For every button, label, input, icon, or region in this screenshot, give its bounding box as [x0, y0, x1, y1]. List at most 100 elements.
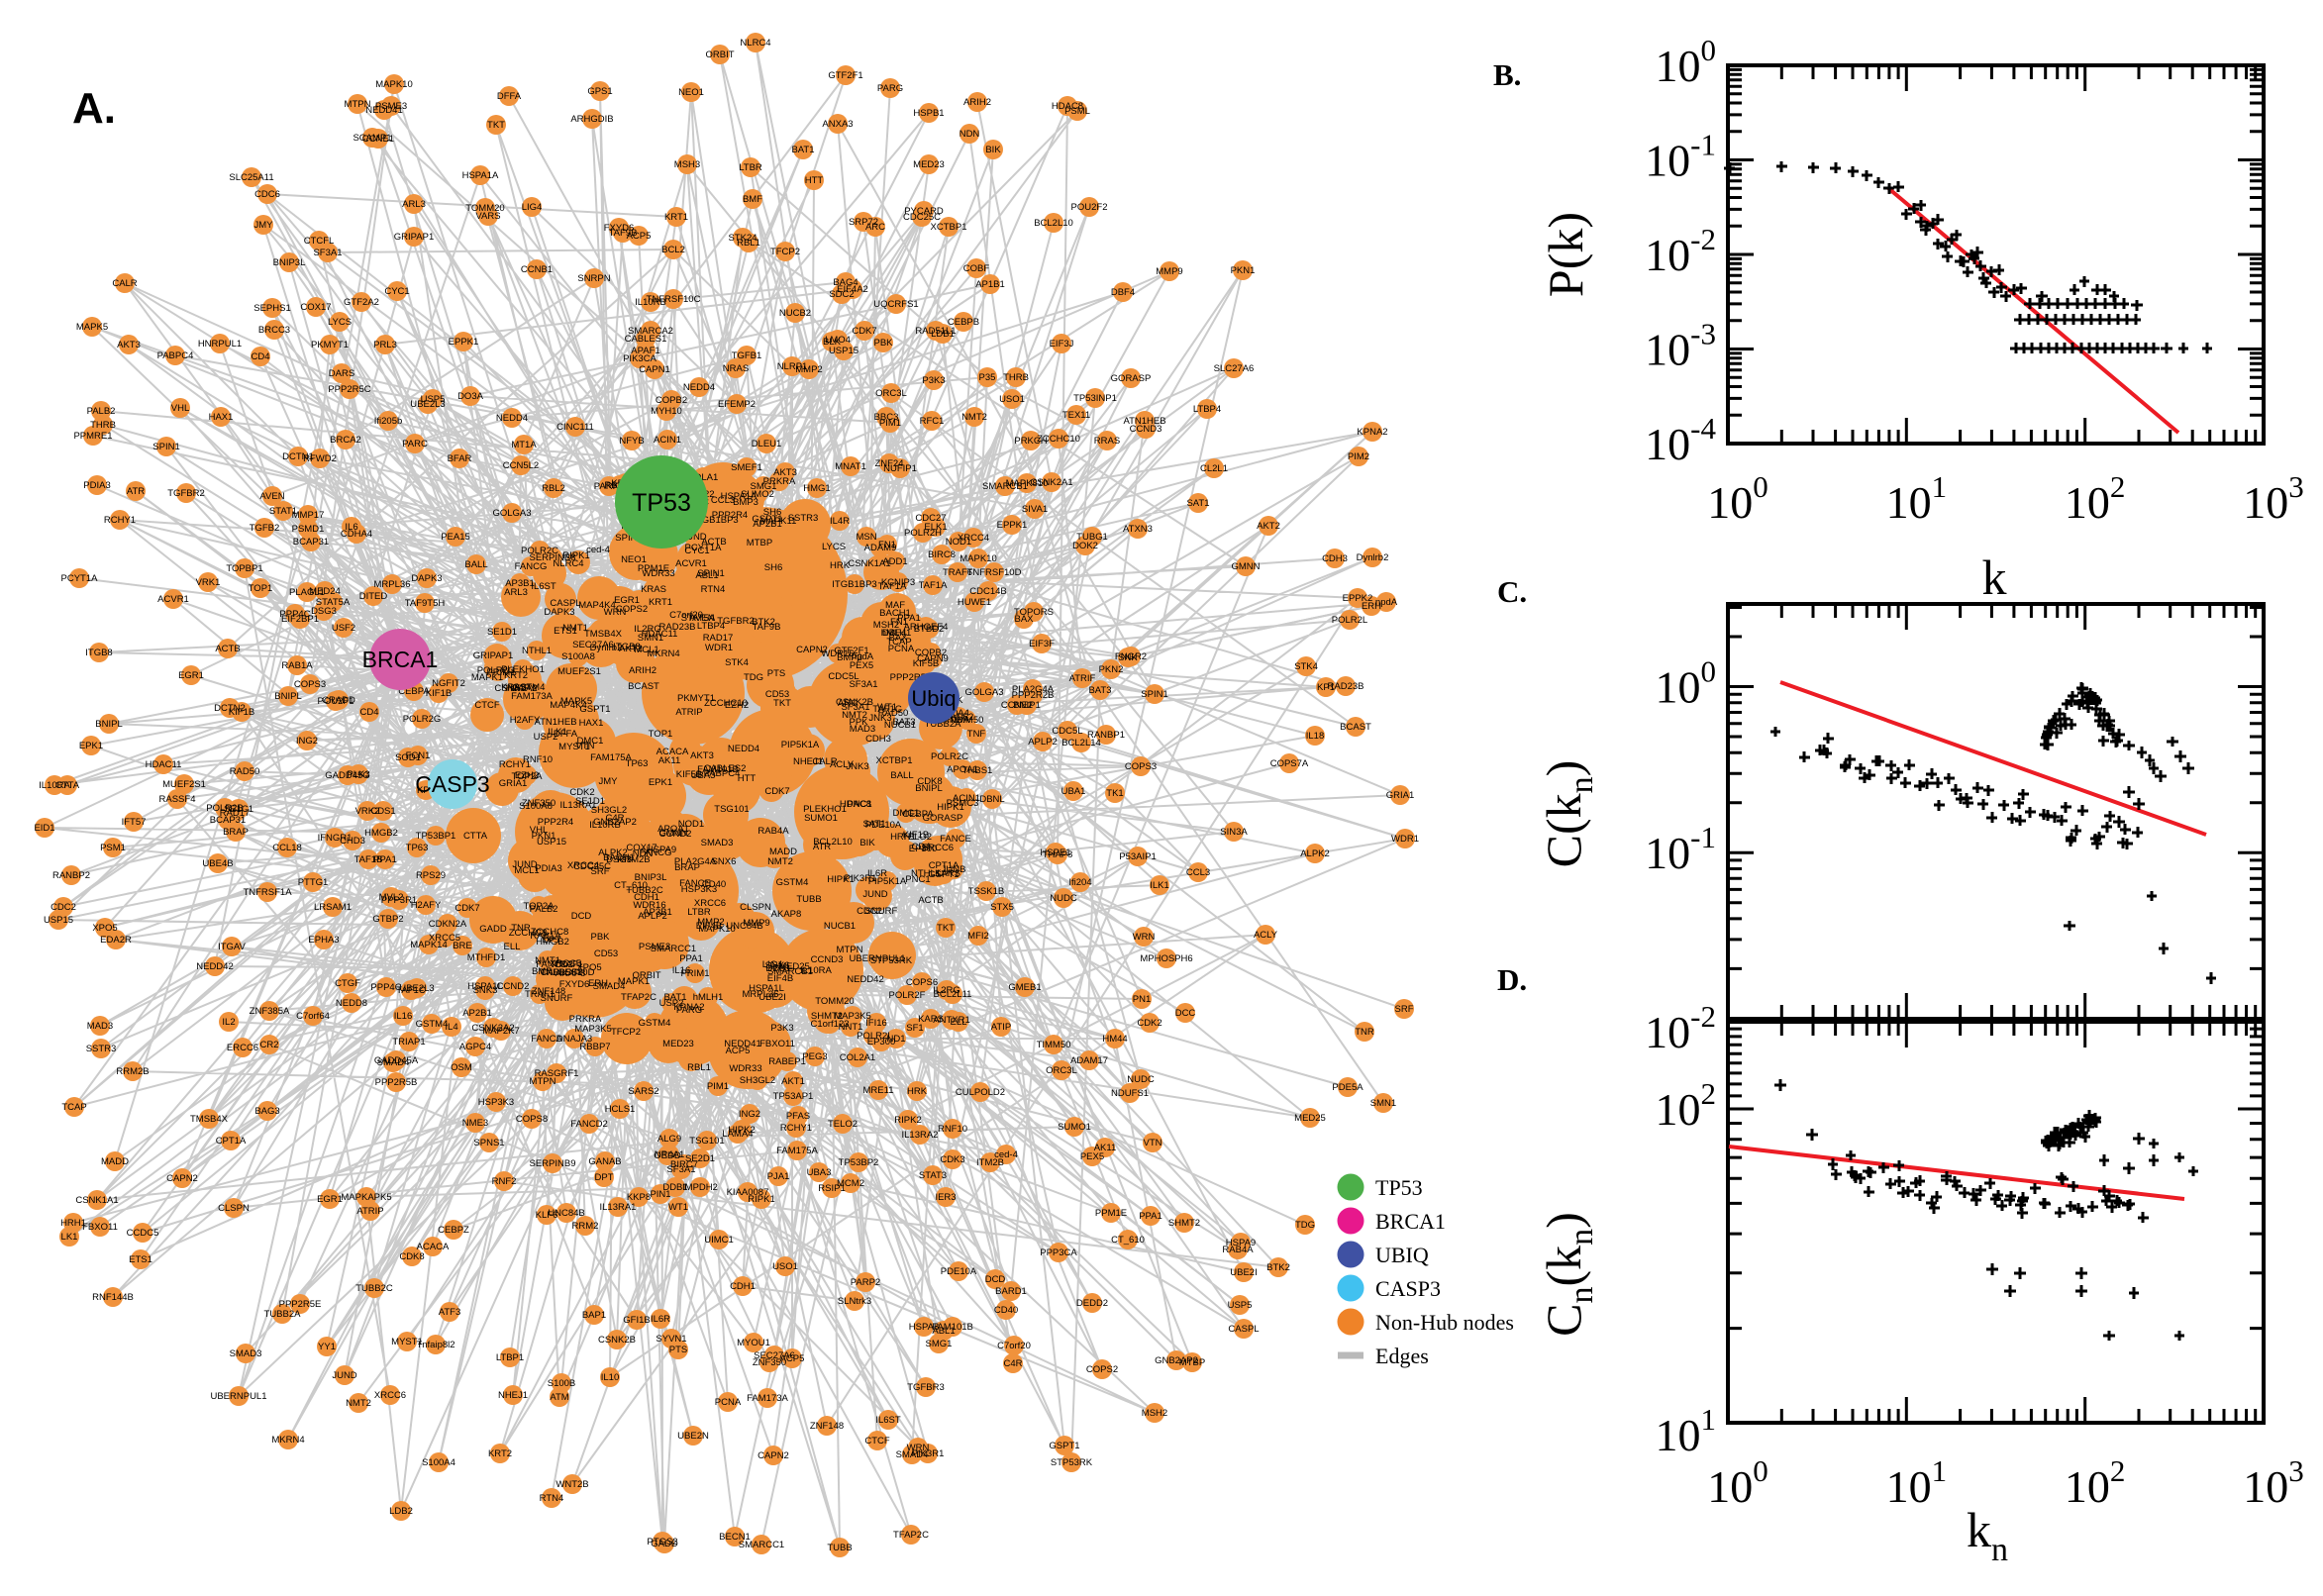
- svg-text:ETS1: ETS1: [554, 626, 577, 637]
- svg-text:ACACA: ACACA: [656, 747, 689, 757]
- svg-text:CEBPB: CEBPB: [948, 317, 979, 328]
- svg-text:PARP2: PARP2: [851, 1277, 880, 1288]
- svg-text:PFAS: PFAS: [786, 1111, 810, 1122]
- svg-text:ATR: ATR: [813, 842, 831, 852]
- svg-text:BCAST: BCAST: [1340, 722, 1371, 733]
- svg-text:NGFIT2: NGFIT2: [432, 678, 465, 689]
- svg-text:IL13RA1: IL13RA1: [600, 1202, 637, 1213]
- svg-text:RASSF4: RASSF4: [159, 794, 196, 805]
- svg-text:SE2D1: SE2D1: [685, 1153, 715, 1164]
- svg-text:HDAC11: HDAC11: [146, 759, 182, 770]
- svg-text:TNR: TNR: [511, 923, 531, 934]
- svg-text:BAX: BAX: [888, 633, 908, 644]
- svg-text:PLK3: PLK3: [347, 769, 369, 780]
- svg-text:TP53BP2: TP53BP2: [839, 1157, 879, 1168]
- svg-text:BAT3: BAT3: [892, 717, 915, 728]
- svg-text:RANBP1: RANBP1: [1087, 730, 1125, 741]
- svg-text:CTTA: CTTA: [55, 780, 80, 791]
- svg-text:ELL: ELL: [504, 942, 521, 952]
- svg-text:PPP2R5E: PPP2R5E: [279, 1299, 322, 1310]
- svg-text:TOP2A: TOP2A: [512, 771, 544, 782]
- svg-text:CCNB1: CCNB1: [521, 264, 553, 275]
- svg-text:DDB1: DDB1: [765, 963, 790, 974]
- svg-text:IL6R: IL6R: [867, 868, 887, 879]
- svg-text:SPNS1: SPNS1: [473, 1138, 504, 1148]
- svg-text:USO1: USO1: [772, 1261, 798, 1272]
- svg-text:MRPL36: MRPL36: [374, 579, 411, 590]
- svg-text:SERPINB8: SERPINB8: [530, 552, 576, 563]
- svg-text:WDR16: WDR16: [633, 900, 665, 911]
- svg-text:APOA1: APOA1: [657, 824, 689, 835]
- svg-text:NEDD42: NEDD42: [196, 961, 234, 972]
- svg-text:IL4: IL4: [445, 1022, 457, 1033]
- svg-text:AK11: AK11: [658, 755, 681, 766]
- svg-text:COBF: COBF: [963, 263, 990, 274]
- svg-text:ITGB1BP3: ITGB1BP3: [693, 515, 738, 526]
- svg-text:MRPL36: MRPL36: [743, 989, 779, 1000]
- svg-text:BAX: BAX: [1014, 614, 1034, 625]
- svg-text:BCAP31: BCAP31: [210, 815, 246, 826]
- svg-text:NUCB1: NUCB1: [884, 720, 916, 731]
- svg-text:TDG: TDG: [1295, 1220, 1315, 1231]
- svg-text:SARS2: SARS2: [628, 1086, 658, 1097]
- svg-text:BACH1: BACH1: [879, 608, 911, 619]
- svg-text:NLRC4: NLRC4: [553, 558, 583, 569]
- svg-text:PBK: PBK: [590, 932, 610, 943]
- svg-text:UBE2N: UBE2N: [677, 1431, 709, 1442]
- svg-text:SH3GL2: SH3GL2: [740, 1075, 775, 1086]
- svg-text:SNURF: SNURF: [541, 993, 573, 1004]
- svg-text:TAF1B: TAF1B: [354, 854, 383, 865]
- svg-text:HTT: HTT: [738, 773, 757, 784]
- svg-text:VHL: VHL: [171, 403, 189, 414]
- svg-text:RBL2: RBL2: [542, 483, 565, 494]
- svg-text:MYOU1: MYOU1: [737, 1338, 770, 1348]
- svg-text:ORC3L: ORC3L: [1046, 1065, 1077, 1076]
- svg-text:KPNA2: KPNA2: [1357, 427, 1387, 438]
- svg-text:MNDA: MNDA: [942, 715, 970, 726]
- svg-text:KRT2: KRT2: [504, 670, 528, 681]
- svg-text:RBL1: RBL1: [687, 1062, 711, 1073]
- svg-text:MAP2K7: MAP2K7: [482, 1026, 520, 1037]
- svg-text:NTHL1: NTHL1: [911, 868, 941, 879]
- svg-text:UBERNPUL1: UBERNPUL1: [210, 1391, 266, 1402]
- svg-text:EP300: EP300: [867, 1037, 896, 1047]
- svg-text:ITGB1BP3: ITGB1BP3: [832, 579, 876, 590]
- svg-text:SMN1: SMN1: [1370, 1098, 1396, 1109]
- svg-text:PRIM1: PRIM1: [486, 667, 515, 678]
- svg-text:UBE2I: UBE2I: [758, 992, 785, 1003]
- svg-text:BRCC3: BRCC3: [258, 325, 290, 336]
- svg-text:MTPN: MTPN: [345, 99, 371, 110]
- svg-text:RRM2B: RRM2B: [617, 854, 650, 865]
- svg-text:MAPK10: MAPK10: [375, 79, 413, 90]
- svg-text:BAT3: BAT3: [1088, 685, 1111, 696]
- svg-text:CDK8: CDK8: [917, 776, 942, 787]
- svg-text:BARD1: BARD1: [995, 1286, 1027, 1297]
- svg-text:TGFBR3: TGFBR3: [907, 1382, 944, 1393]
- svg-text:NEDD42: NEDD42: [847, 974, 884, 985]
- svg-text:UNC84B: UNC84B: [726, 921, 763, 932]
- svg-text:Ubiq: Ubiq: [911, 686, 956, 711]
- svg-text:NEDD41: NEDD41: [724, 1039, 761, 1049]
- svg-text:KIF1B: KIF1B: [229, 707, 254, 718]
- svg-text:ERH: ERH: [588, 978, 608, 989]
- svg-text:DCD: DCD: [985, 1274, 1006, 1285]
- svg-text:CAPN2: CAPN2: [758, 1450, 789, 1461]
- svg-text:MAF: MAF: [885, 600, 905, 611]
- svg-text:FAM175A: FAM175A: [590, 752, 632, 763]
- svg-text:TRAF1: TRAF1: [525, 989, 555, 1000]
- svg-text:NHEJ1: NHEJ1: [498, 1390, 528, 1401]
- svg-text:HRK: HRK: [907, 1086, 928, 1097]
- svg-text:COPS3: COPS3: [1125, 761, 1157, 772]
- svg-text:STAT1: STAT1: [269, 506, 297, 517]
- svg-text:NR4A1: NR4A1: [655, 1149, 685, 1160]
- svg-text:BNIP3L: BNIP3L: [635, 872, 667, 883]
- svg-text:COPS3: COPS3: [294, 679, 326, 690]
- svg-text:HIPK1: HIPK1: [827, 874, 854, 885]
- svg-text:IL4R: IL4R: [830, 516, 850, 527]
- svg-text:PKN1: PKN1: [532, 831, 556, 842]
- svg-text:RBL1: RBL1: [737, 238, 760, 249]
- svg-text:PIN1: PIN1: [650, 1189, 670, 1200]
- svg-text:XRCC4: XRCC4: [958, 533, 989, 544]
- svg-text:GSPT1: GSPT1: [752, 514, 782, 525]
- svg-text:PEX5: PEX5: [850, 660, 873, 671]
